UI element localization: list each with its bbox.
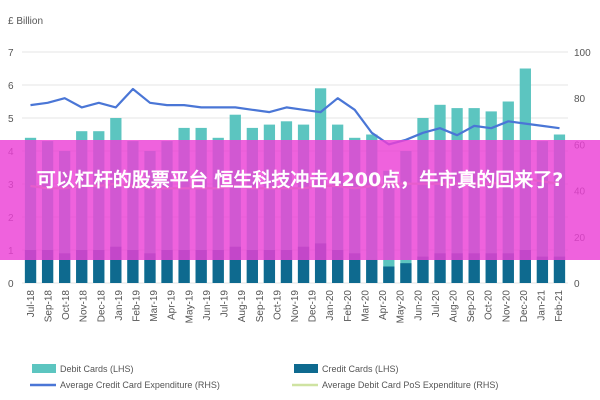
x-tick-label: Oct-18 — [61, 290, 72, 320]
y-tick-left: 0 — [8, 279, 14, 290]
x-tick-label: Oct-19 — [272, 290, 283, 320]
y-tick-right: 100 — [574, 48, 591, 59]
credit-bar — [59, 253, 71, 283]
credit-bar — [485, 253, 497, 283]
x-tick-label: Jan-19 — [114, 290, 125, 321]
credit-bar — [144, 253, 156, 283]
x-tick-label: Sep-19 — [255, 290, 266, 323]
x-tick-label: Feb-21 — [554, 290, 565, 322]
credit-bar — [434, 253, 446, 283]
x-tick-label: Mar-20 — [360, 290, 371, 322]
x-tick-label: Jan-20 — [325, 290, 336, 321]
credit-bar — [519, 250, 531, 283]
x-tick-label: Jul-20 — [431, 290, 442, 318]
y-tick-left: 7 — [8, 48, 14, 59]
credit-bar — [93, 250, 105, 283]
credit-bar — [400, 263, 412, 283]
x-tick-label: Oct-20 — [484, 290, 495, 320]
x-tick-label: Aug-19 — [237, 290, 248, 323]
x-tick-label: May-20 — [396, 290, 407, 324]
y-tick-right: 0 — [574, 279, 580, 290]
credit-bar — [468, 253, 480, 283]
credit-bar — [263, 250, 276, 283]
credit-bar — [502, 253, 514, 283]
legend-label: Average Credit Card Expenditure (RHS) — [60, 380, 220, 390]
x-tick-label: Dec-18 — [96, 290, 107, 323]
legend-label: Credit Cards (LHS) — [322, 364, 399, 374]
x-tick-label: Mar-19 — [149, 290, 160, 322]
credit-bar — [41, 250, 54, 283]
x-tick-label: Apr-20 — [378, 290, 389, 320]
x-tick-label: Jul-19 — [220, 290, 231, 318]
credit-bar — [383, 266, 395, 283]
credit-bar — [212, 250, 224, 283]
credit-bar — [451, 253, 463, 283]
credit-bar — [553, 256, 566, 283]
credit-bar — [229, 246, 241, 283]
credit-bar — [110, 246, 122, 283]
legend-swatch — [32, 364, 56, 373]
credit-bar — [349, 253, 361, 283]
credit-bar — [417, 256, 429, 283]
credit-bar — [127, 250, 139, 283]
x-ticks: Jul-18 Sep-18 Oct-18 Nov-18 Dec-18 Jan-19 Feb-… — [26, 290, 565, 324]
legend-swatch — [294, 364, 318, 373]
y-tick-right: 80 — [574, 94, 586, 105]
x-tick-label: Dec-20 — [519, 290, 530, 323]
x-tick-label: Aug-20 — [449, 290, 460, 323]
credit-bar — [246, 250, 258, 283]
x-tick-label: Apr-19 — [167, 290, 178, 320]
x-tick-label: Nov-20 — [501, 290, 512, 323]
headline-text: 可以杠杆的股票平台 恒生科技冲击4200点，牛市真的回来了? — [36, 169, 564, 191]
x-tick-label: Nov-19 — [290, 290, 301, 323]
credit-bar — [314, 243, 327, 283]
x-tick-label: May-19 — [184, 290, 195, 324]
legend-label: Average Debit Card PoS Expenditure (RHS) — [322, 380, 498, 390]
x-tick-label: Jun-19 — [202, 290, 213, 321]
credit-bar — [536, 256, 549, 283]
credit-expenditure-line — [30, 87, 560, 146]
credit-bar — [332, 250, 344, 283]
x-tick-label: Feb-19 — [131, 290, 142, 322]
credit-bar — [178, 250, 190, 283]
y-tick-left: 6 — [8, 81, 14, 92]
credit-bar — [161, 250, 173, 283]
legend: Debit Cards (LHS) Credit Cards (LHS) Avera… — [30, 364, 498, 390]
credit-bar — [195, 250, 207, 283]
x-tick-label: Jan-21 — [537, 290, 548, 321]
x-tick-label: Sep-18 — [43, 290, 54, 323]
credit-bar — [76, 250, 88, 283]
y-tick-left: 5 — [8, 114, 14, 125]
x-tick-label: Nov-18 — [79, 290, 90, 323]
credit-bar — [24, 250, 37, 283]
credit-bar — [297, 246, 310, 283]
x-tick-label: Jun-20 — [413, 290, 424, 321]
credit-bar — [280, 250, 293, 283]
x-tick-label: Jul-18 — [26, 290, 37, 318]
legend-label: Debit Cards (LHS) — [60, 364, 134, 374]
x-tick-label: Sep-20 — [466, 290, 477, 323]
x-tick-label: Dec-19 — [308, 290, 319, 323]
headline-banner — [0, 140, 600, 260]
credit-bar — [366, 259, 378, 283]
y-axis-unit-label: £ Billion — [8, 16, 43, 27]
x-tick-label: Feb-20 — [343, 290, 354, 322]
